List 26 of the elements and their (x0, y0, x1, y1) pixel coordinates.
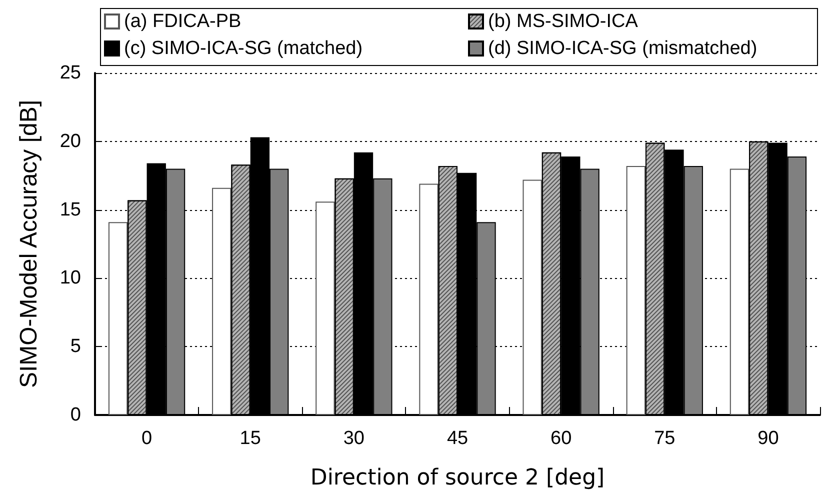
legend-label: (c) SIMO-ICA-SG (matched) (124, 38, 363, 59)
x-tick-label: 75 (654, 428, 676, 449)
y-tick-label: 20 (60, 130, 81, 152)
y-tick-label: 5 (70, 336, 81, 358)
bar (316, 202, 335, 415)
legend-label: (b) MS-SIMO-ICA (488, 11, 638, 32)
x-tick-label: 60 (550, 428, 572, 449)
y-axis-title: SIMO-Model Accuracy [dB] (16, 100, 42, 388)
y-tick-label: 0 (70, 404, 81, 426)
y-tick-label: 15 (60, 199, 81, 220)
bar (419, 184, 438, 415)
bar (730, 168, 750, 415)
y-tick-label: 10 (60, 268, 81, 289)
y-tick-label: 25 (60, 62, 81, 84)
bar (212, 188, 232, 415)
x-tick-label: 30 (343, 428, 364, 449)
bar (626, 166, 646, 415)
legend-label: (a) FDICA-PB (124, 11, 242, 32)
x-tick-label: 15 (240, 428, 261, 449)
x-axis-title: Direction of source 2 [deg] (310, 466, 605, 490)
bar (108, 222, 128, 415)
x-tick-label: 45 (446, 428, 468, 449)
x-tick-label: 0 (141, 428, 152, 449)
x-tick-label: 90 (758, 428, 779, 449)
legend-label: (d) SIMO-ICA-SG (mismatched) (488, 38, 758, 59)
bar (522, 180, 542, 415)
